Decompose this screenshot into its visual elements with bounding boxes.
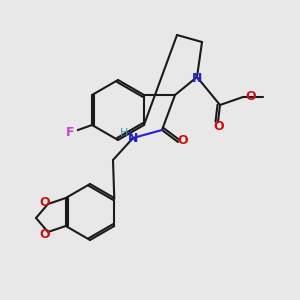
Text: N: N (128, 131, 138, 145)
Text: O: O (178, 134, 188, 148)
Text: O: O (40, 227, 50, 241)
Text: N: N (192, 71, 202, 85)
Text: F: F (66, 125, 74, 139)
Text: O: O (246, 89, 256, 103)
Text: O: O (40, 196, 50, 208)
Text: O: O (214, 121, 224, 134)
Text: H: H (120, 128, 128, 138)
